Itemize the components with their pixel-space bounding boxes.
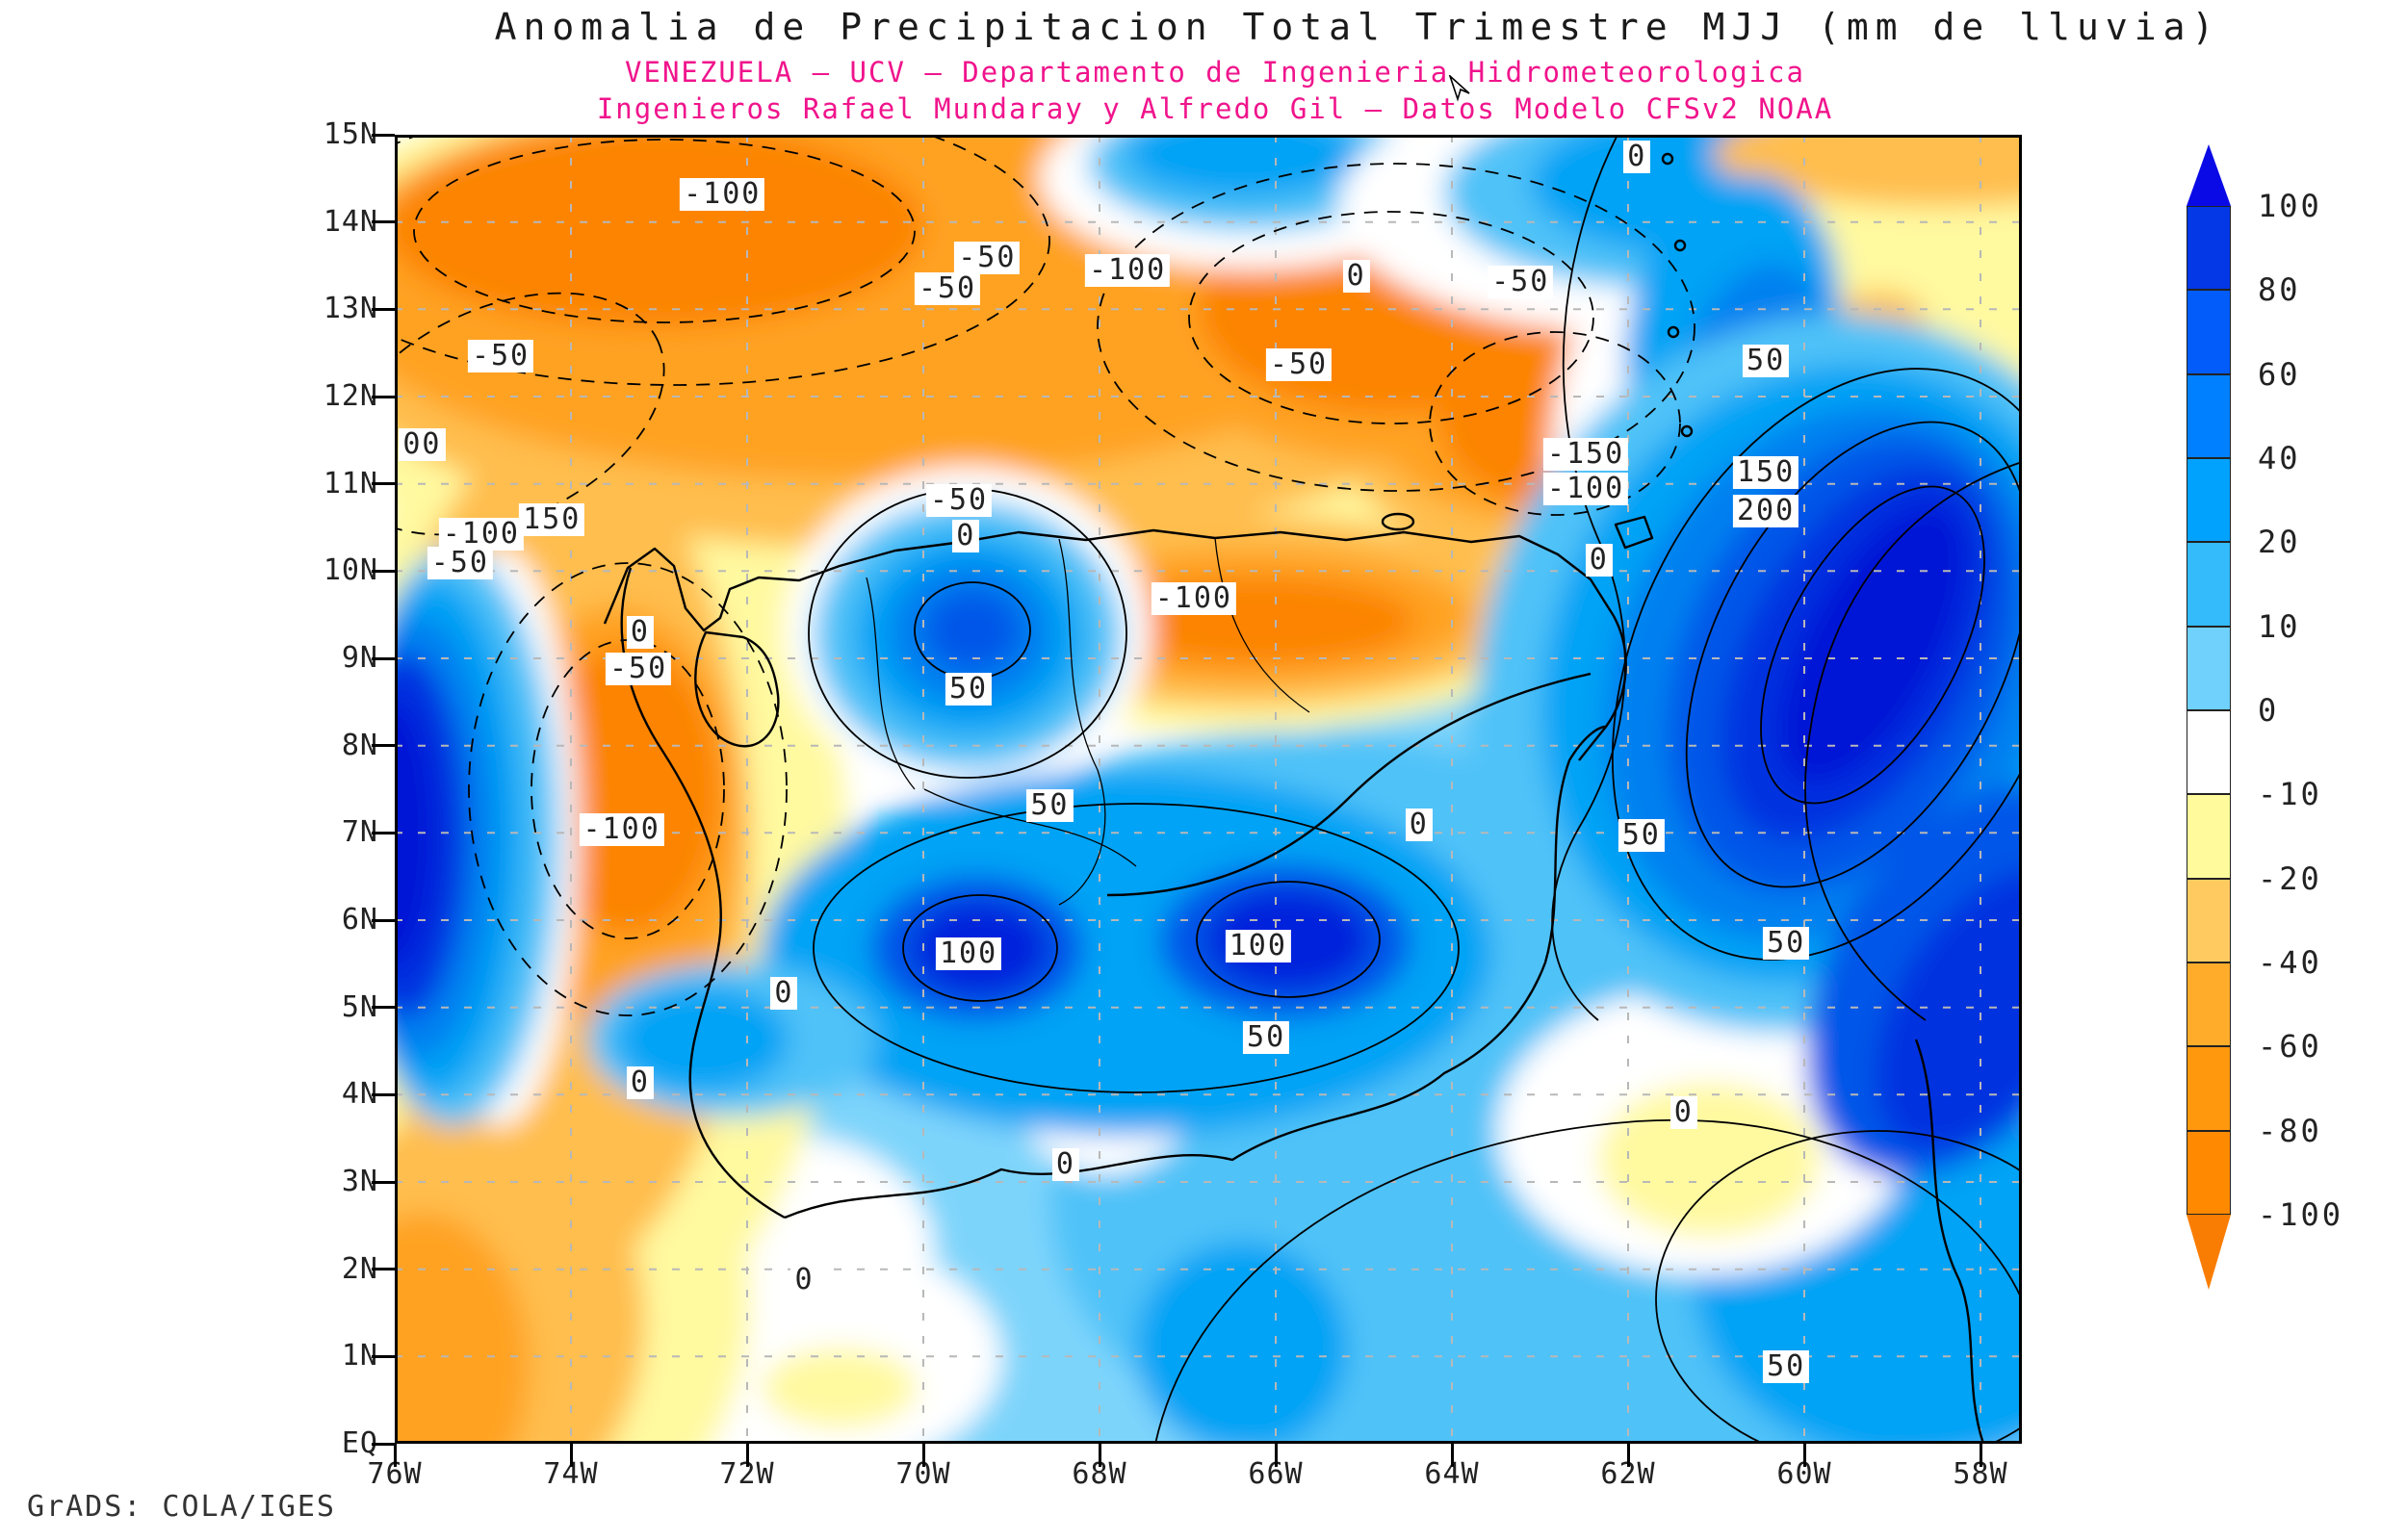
subtitle-authors: Ingenieros Rafael Mundaray y Alfredo Gil… bbox=[597, 92, 1833, 125]
y-axis-tickmark bbox=[372, 1268, 395, 1270]
y-axis-tick-label: 8N bbox=[292, 729, 378, 762]
y-axis-tickmark bbox=[372, 744, 395, 747]
anomaly-field bbox=[395, 135, 2022, 1444]
y-axis-tickmark bbox=[372, 1006, 395, 1009]
y-axis-tickmark bbox=[372, 134, 395, 137]
y-axis-tickmark bbox=[372, 1181, 395, 1184]
y-axis-tickmark bbox=[372, 832, 395, 834]
x-axis-tickmark bbox=[922, 1444, 925, 1467]
x-axis-tickmark bbox=[1275, 1444, 1278, 1467]
colorbar-segment bbox=[2187, 1131, 2231, 1215]
y-axis-tick-label: 10N bbox=[292, 553, 378, 587]
colorbar-segment bbox=[2187, 290, 2231, 373]
x-axis-tickmark bbox=[1803, 1444, 1806, 1467]
colorbar-arrow-below bbox=[2187, 1215, 2231, 1290]
y-axis-tick-label: 15N bbox=[292, 117, 378, 151]
page-title: Anomalia de Precipitacion Total Trimestr… bbox=[495, 6, 2221, 48]
colorbar-segment bbox=[2187, 879, 2231, 962]
colorbar-tick-label: -10 bbox=[2258, 776, 2322, 812]
y-axis-tickmark bbox=[372, 570, 395, 573]
y-axis-tick-label: 2N bbox=[292, 1252, 378, 1286]
grads-precipitation-anomaly-plot: Anomalia de Precipitacion Total Trimestr… bbox=[0, 0, 2407, 1540]
subtitle-institution: VENEZUELA — UCV — Departamento de Ingeni… bbox=[625, 56, 1805, 89]
colorbar-segment bbox=[2187, 710, 2231, 794]
colorbar-segment bbox=[2187, 627, 2231, 710]
y-axis-tick-label: 13N bbox=[292, 292, 378, 325]
x-axis-tickmark bbox=[1099, 1444, 1101, 1467]
y-axis-tick-label: 1N bbox=[292, 1339, 378, 1373]
colorbar-tick-label: -40 bbox=[2258, 944, 2322, 981]
colorbar-tick-label: 0 bbox=[2258, 692, 2279, 729]
y-axis-tickmark bbox=[372, 396, 395, 398]
grads-credit: GrADS: COLA/IGES bbox=[27, 1490, 336, 1524]
y-axis-tickmark bbox=[372, 308, 395, 311]
y-axis-tick-label: 4N bbox=[292, 1077, 378, 1111]
colorbar-tick-label: 60 bbox=[2258, 356, 2301, 393]
y-axis-tick-label: 6N bbox=[292, 903, 378, 937]
y-axis-tick-label: 5N bbox=[292, 990, 378, 1024]
colorbar-arrow-above bbox=[2187, 144, 2231, 206]
y-axis-tickmark bbox=[372, 919, 395, 922]
y-axis-tickmark bbox=[372, 220, 395, 223]
x-axis-tickmark bbox=[746, 1444, 749, 1467]
x-axis-tickmark bbox=[1627, 1444, 1630, 1467]
colorbar-tick-label: 10 bbox=[2258, 608, 2301, 645]
colorbar-tick-label: 20 bbox=[2258, 524, 2301, 560]
colorbar-segment bbox=[2187, 962, 2231, 1046]
colorbar-tick-label: -60 bbox=[2258, 1028, 2322, 1065]
colorbar-segment bbox=[2187, 542, 2231, 626]
y-axis-tick-label: 7N bbox=[292, 815, 378, 849]
y-axis-tick-label: 9N bbox=[292, 641, 378, 675]
y-axis-tick-label: 3N bbox=[292, 1165, 378, 1198]
y-axis-tick-label: 11N bbox=[292, 467, 378, 500]
y-axis-tick-label: 12N bbox=[292, 379, 378, 413]
y-axis-tickmark bbox=[372, 657, 395, 660]
map-canvas bbox=[395, 135, 2022, 1444]
colorbar-segment bbox=[2187, 458, 2231, 542]
y-axis-tick-label: 14N bbox=[292, 205, 378, 239]
colorbar-segment bbox=[2187, 1046, 2231, 1130]
colorbar-tick-label: -20 bbox=[2258, 860, 2322, 897]
colorbar-segment bbox=[2187, 794, 2231, 878]
colorbar-segment bbox=[2187, 206, 2231, 290]
y-axis-tick-label: EQ bbox=[292, 1426, 378, 1460]
x-axis-tickmark bbox=[394, 1444, 397, 1467]
x-axis-tickmark bbox=[1980, 1444, 1982, 1467]
colorbar-tick-label: 80 bbox=[2258, 271, 2301, 308]
x-axis-tickmark bbox=[1451, 1444, 1454, 1467]
colorbar-tick-label: 40 bbox=[2258, 440, 2301, 476]
y-axis-tickmark bbox=[372, 482, 395, 485]
colorbar-segment bbox=[2187, 374, 2231, 458]
colorbar-tick-label: -100 bbox=[2258, 1196, 2343, 1233]
x-axis-tickmark bbox=[570, 1444, 573, 1467]
mouse-cursor bbox=[1447, 75, 1472, 106]
y-axis-tickmark bbox=[372, 1093, 395, 1096]
colorbar-tick-label: 100 bbox=[2258, 188, 2322, 224]
y-axis-tickmark bbox=[372, 1355, 395, 1358]
y-axis-tickmark bbox=[372, 1443, 395, 1446]
colorbar-tick-label: -80 bbox=[2258, 1113, 2322, 1149]
